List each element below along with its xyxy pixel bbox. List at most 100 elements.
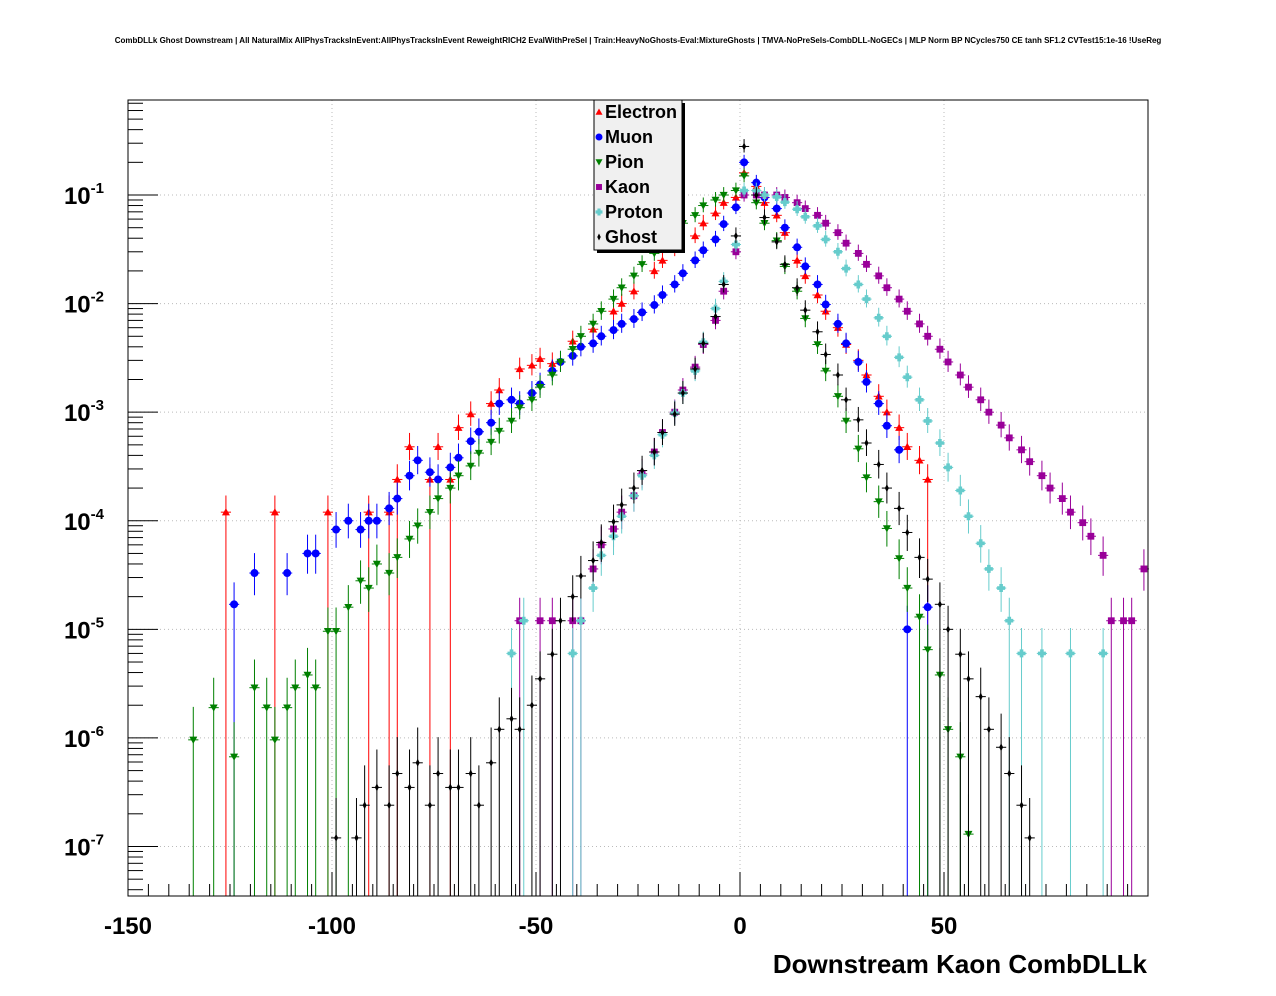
data-point	[915, 456, 924, 464]
data-point-group	[1024, 447, 1035, 476]
data-point-group	[588, 541, 599, 582]
data-point	[495, 399, 504, 408]
data-point-group	[363, 495, 374, 896]
data-point	[393, 494, 402, 503]
data-point-group	[596, 325, 607, 346]
data-point	[589, 584, 598, 593]
data-point	[372, 560, 381, 568]
data-point	[548, 617, 556, 625]
data-point-group	[657, 419, 668, 446]
data-point-group	[1118, 597, 1129, 896]
data-point	[650, 301, 659, 310]
data-point	[876, 460, 881, 469]
y-tick-base: 10	[64, 726, 91, 753]
data-point	[660, 428, 665, 437]
y-tick-label: 10-5	[64, 614, 104, 644]
y-tick-base: 10	[64, 183, 91, 210]
data-point-group	[942, 452, 954, 482]
data-point	[699, 202, 708, 210]
data-point	[597, 332, 606, 341]
data-point	[916, 320, 923, 328]
data-point-group	[902, 514, 913, 551]
data-point-group	[608, 289, 619, 308]
data-point	[672, 410, 677, 419]
data-point-group	[861, 255, 872, 272]
data-point-group	[861, 429, 872, 457]
data-point	[1128, 617, 1136, 625]
data-point-group	[363, 567, 374, 612]
data-point	[882, 408, 891, 416]
data-point-group	[853, 406, 864, 432]
data-point-group	[575, 597, 586, 896]
data-point-group	[853, 244, 864, 261]
data-point-group	[690, 227, 701, 244]
data-point-group	[412, 508, 423, 544]
y-tick-base: 10	[64, 509, 91, 536]
data-point	[497, 725, 502, 734]
data-point	[978, 692, 983, 701]
data-point-group	[820, 343, 831, 365]
legend-marker-pion	[595, 159, 603, 166]
series-ghost	[330, 139, 1035, 896]
data-point-group	[894, 539, 905, 580]
data-point	[434, 442, 443, 450]
data-point	[536, 354, 545, 363]
data-point	[487, 399, 496, 407]
data-point-group	[983, 399, 994, 424]
data-point	[693, 364, 698, 373]
data-point	[821, 235, 830, 244]
data-point	[427, 801, 432, 810]
data-point-group	[779, 255, 790, 272]
data-point-group	[1044, 472, 1056, 504]
legend-marker-muon	[595, 133, 603, 141]
data-point	[446, 484, 455, 493]
data-point	[774, 237, 779, 246]
data-point-group	[861, 462, 872, 493]
data-point-group	[465, 737, 476, 896]
data-point	[862, 474, 871, 482]
data-point	[740, 172, 749, 180]
data-point-group	[486, 409, 497, 435]
data-point	[965, 383, 972, 391]
data-point	[323, 628, 332, 636]
data-point-group	[445, 472, 456, 504]
data-point	[311, 684, 320, 692]
data-point	[731, 203, 740, 212]
data-point-group	[404, 749, 415, 896]
data-point-group	[698, 241, 709, 258]
data-point-group	[718, 215, 729, 232]
data-point-group	[228, 722, 240, 896]
data-point	[823, 350, 828, 359]
data-point-group	[881, 472, 892, 504]
data-point-group	[698, 197, 709, 213]
data-point-group	[730, 227, 742, 244]
y-tick-exponent: -6	[91, 723, 104, 740]
y-tick-label: 10-2	[64, 289, 104, 319]
data-point-group	[445, 452, 456, 482]
data-point	[230, 600, 239, 609]
data-point	[591, 556, 596, 565]
data-point-group	[832, 224, 844, 240]
data-point	[1019, 801, 1024, 810]
data-point	[356, 577, 365, 585]
y-tick-exponent: -2	[91, 289, 104, 306]
data-point-group	[432, 737, 444, 896]
grid-lines	[128, 100, 1148, 896]
data-point-group	[290, 659, 301, 896]
data-point-group	[616, 488, 627, 522]
data-point	[864, 439, 869, 448]
data-point	[903, 584, 912, 593]
data-point	[303, 549, 312, 558]
data-point	[691, 212, 700, 220]
data-point	[699, 219, 708, 227]
data-point-group	[963, 499, 974, 534]
data-point-group	[881, 325, 892, 346]
data-point-group	[424, 495, 436, 530]
data-point-group	[649, 261, 660, 279]
data-point	[835, 370, 840, 379]
data-point-group	[759, 209, 770, 225]
data-point-group	[853, 434, 864, 463]
data-point-group	[820, 294, 831, 314]
data-point-group	[820, 214, 831, 231]
data-point	[1046, 484, 1054, 492]
